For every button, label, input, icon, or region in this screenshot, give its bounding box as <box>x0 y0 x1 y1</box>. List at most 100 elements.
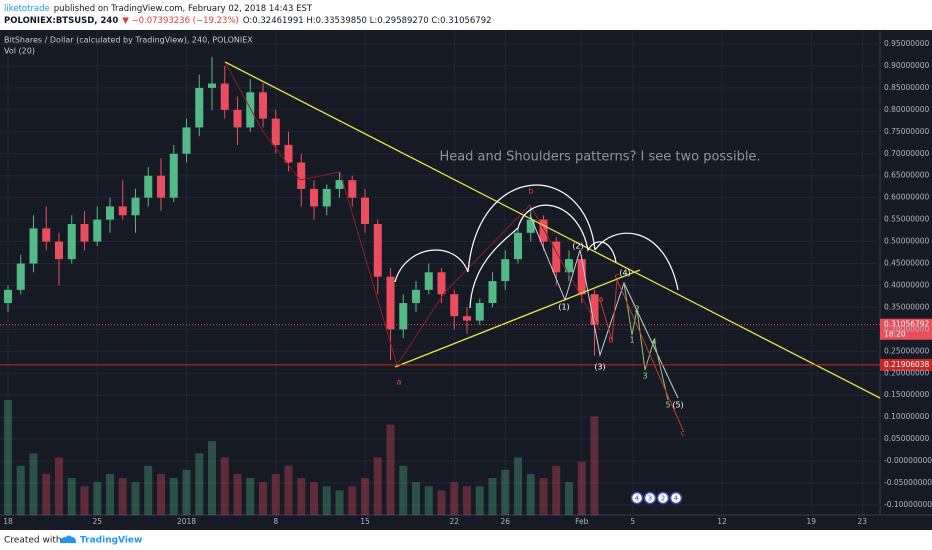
event-icon <box>669 491 683 505</box>
wave-label: c <box>615 272 619 281</box>
volume-bar <box>399 465 408 515</box>
candle-body <box>182 127 191 154</box>
x-tick-label: 15 <box>360 517 370 526</box>
wave-line <box>224 61 601 367</box>
candle-body <box>526 219 535 233</box>
wave-label: 5 <box>665 401 670 410</box>
head-arc <box>467 184 596 273</box>
volume-bar <box>475 486 484 515</box>
volume-bar <box>386 424 395 515</box>
y-tick-label: 0.10000000 <box>884 412 930 421</box>
x-tick-label: 22 <box>449 517 459 526</box>
candle-body <box>16 263 25 290</box>
volume-bar <box>80 486 89 515</box>
wave-line <box>599 279 684 431</box>
volume-bar <box>310 482 318 515</box>
y-tick-label: 0.45000000 <box>884 259 930 268</box>
grid <box>0 30 880 515</box>
y-tick-label: 0.75000000 <box>884 127 930 136</box>
volume-bar <box>514 457 522 515</box>
candle-body <box>450 294 459 317</box>
ohlc: O:0.32461991 H:0.33539850 L:0.29589270 C… <box>243 16 492 26</box>
candle-body <box>106 206 114 220</box>
volume-bar <box>539 478 548 515</box>
volume-bar <box>157 473 165 515</box>
x-tick-label: 26 <box>500 517 510 526</box>
volume-bar <box>42 473 51 515</box>
candle-body <box>399 303 408 330</box>
x-tick-label: 23 <box>857 517 867 526</box>
logo <box>60 535 76 543</box>
y-tick-label: 0.50000000 <box>884 237 930 246</box>
wave-label: b <box>608 336 613 345</box>
candle-body <box>539 219 548 242</box>
plot-bg <box>0 30 932 530</box>
chart-title: BitShares / Dollar (calculated by Tradin… <box>4 36 253 45</box>
volume-bar <box>29 453 38 515</box>
x-tick-label: 2018 <box>177 517 196 526</box>
last-price-label: 0.31056792 <box>884 320 930 329</box>
wave-label: (3) <box>594 363 605 372</box>
volume-bar <box>526 473 535 515</box>
candle-body <box>144 175 153 198</box>
candle-body <box>271 118 280 145</box>
volume-bar <box>297 478 306 515</box>
candle-body <box>93 219 102 242</box>
candle-body <box>118 206 127 216</box>
wave-label: 4 <box>651 338 656 347</box>
volume-bar <box>361 478 369 515</box>
candle-body <box>310 188 318 207</box>
inner-arc <box>469 204 617 309</box>
wave-label: a <box>599 295 604 304</box>
level-box <box>880 358 932 371</box>
wave-label: (4) <box>619 269 630 278</box>
candle-body <box>361 197 369 225</box>
volume-bar <box>565 482 573 515</box>
volume-bar <box>552 465 561 515</box>
volume-bar <box>144 465 153 515</box>
volume-bar <box>463 486 471 515</box>
annotation: Head and Shoulders patterns? I see two p… <box>439 150 760 165</box>
event-icon <box>656 491 670 505</box>
wave-line <box>623 282 669 401</box>
candle-body <box>577 259 586 295</box>
volume-bar <box>131 482 140 515</box>
y-tick-label: 0.90000000 <box>884 61 930 70</box>
x-tick-label: 8 <box>273 517 278 526</box>
symbol: POLONIEX:BTSUSD, 240 <box>4 16 118 26</box>
volume-bar <box>118 478 127 515</box>
header-line-1: liketotrade published on TradingView.com,… <box>4 4 313 14</box>
event-label: 3 <box>648 495 652 503</box>
footer-brand[interactable]: TradingView <box>80 536 142 546</box>
y-tick-label: 0.15000000 <box>884 390 930 399</box>
candle-body <box>208 83 216 88</box>
footer-bg <box>0 530 932 550</box>
candle-body <box>590 294 599 325</box>
volume-bar <box>67 478 76 515</box>
wave-label: 3 <box>642 372 647 381</box>
candle-body <box>42 228 51 242</box>
volume-bar <box>93 482 102 515</box>
candle-body <box>335 180 344 189</box>
volume-bar <box>373 457 382 515</box>
candle-body <box>514 232 522 260</box>
y-tick-label: 0.25000000 <box>884 346 930 355</box>
candle-body <box>67 224 76 260</box>
volume-bar <box>182 469 191 515</box>
trendline <box>224 61 881 399</box>
candle-body <box>565 259 573 273</box>
y-tick-label: 0.20000000 <box>884 368 930 377</box>
candle-body <box>259 92 267 119</box>
author[interactable]: liketotrade <box>4 4 50 14</box>
volume-bar <box>501 469 510 515</box>
volume-bar <box>348 486 357 515</box>
y-tick-label: -0.10000000 <box>884 500 932 509</box>
y-tick-label: 0.70000000 <box>884 149 930 158</box>
volume-bar <box>16 465 25 515</box>
candle-body <box>552 241 561 273</box>
volume-bar <box>208 441 216 515</box>
candle-body <box>424 272 433 290</box>
volume-bar <box>246 478 255 515</box>
